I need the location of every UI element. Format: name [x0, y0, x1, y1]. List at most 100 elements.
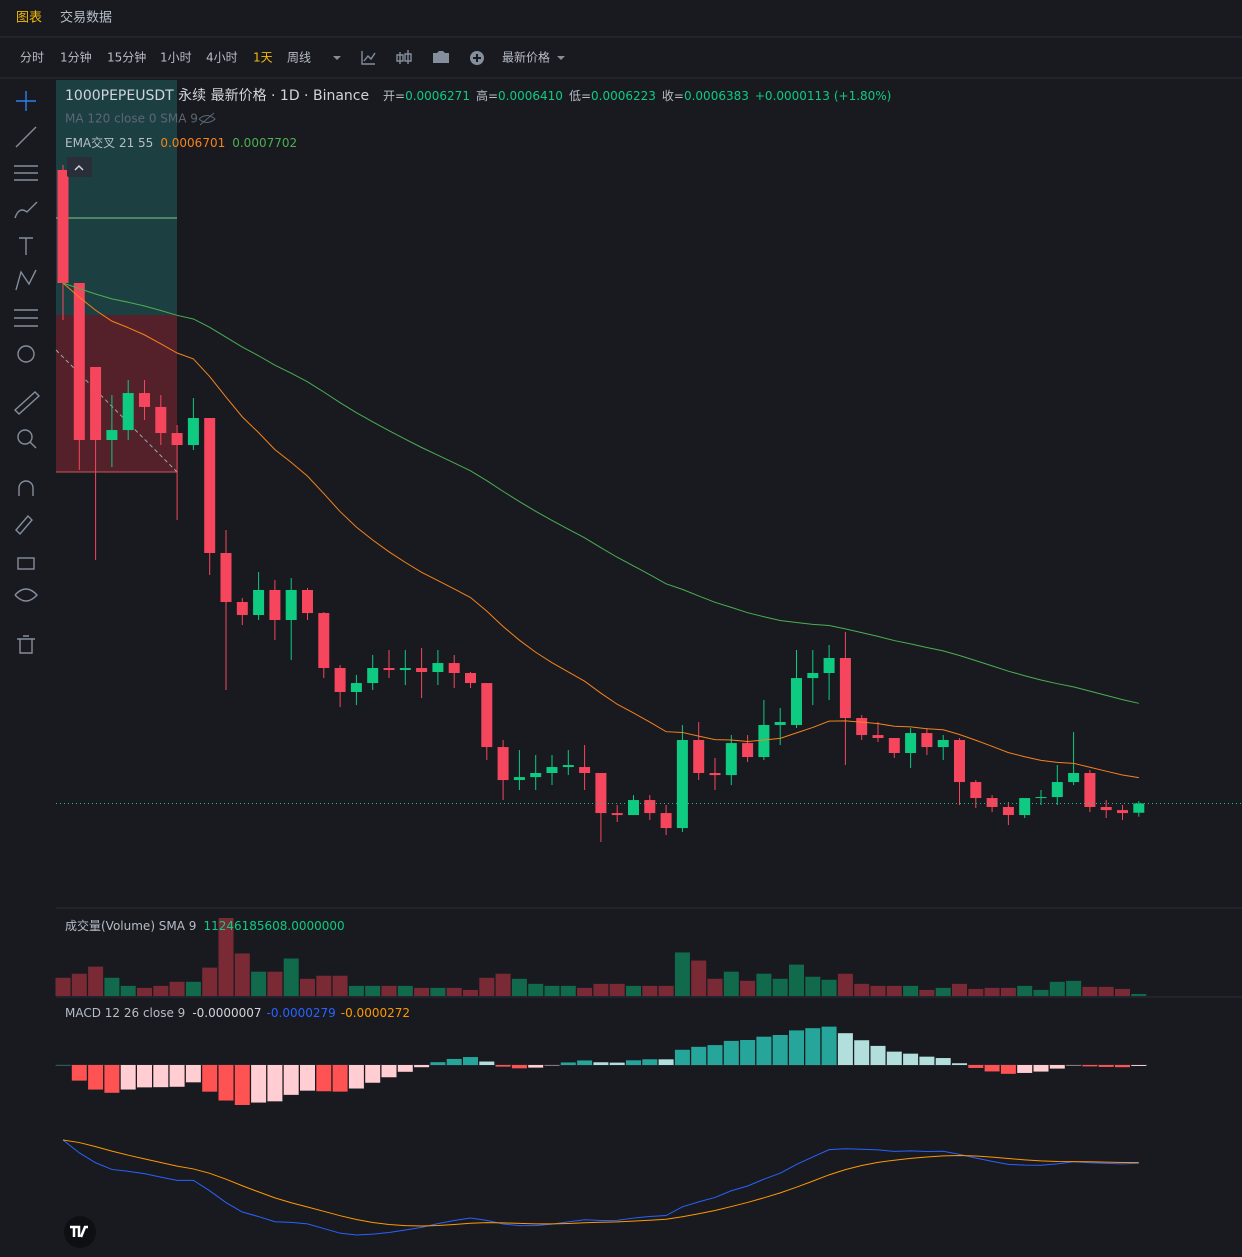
macd-bar: [984, 1065, 1000, 1072]
candle-body: [562, 765, 574, 768]
candle-body: [432, 663, 444, 673]
candle-body: [334, 668, 346, 692]
candle-body: [481, 683, 493, 748]
volume-legend: 成交量(Volume) SMA 9 11246185608.0000000: [65, 918, 345, 933]
volume-bar: [365, 985, 381, 996]
emoji-tool[interactable]: [17, 345, 35, 363]
candle-body: [823, 657, 835, 673]
macd-bar: [772, 1034, 788, 1065]
macd-label: MACD 12 26 close 9: [65, 1006, 185, 1020]
macd-bar: [202, 1065, 218, 1092]
volume-bar: [511, 978, 527, 996]
pattern-tool[interactable]: [15, 269, 37, 291]
volume-bar: [707, 978, 723, 996]
interval[interactable]: 分时: [20, 51, 44, 65]
indicator-icon[interactable]: [361, 51, 376, 65]
brush-tool[interactable]: [14, 201, 38, 219]
chart-marks: [55, 165, 1242, 1236]
macd-bar: [740, 1039, 756, 1065]
interval[interactable]: 1分钟: [60, 50, 92, 65]
candle-body: [954, 740, 965, 783]
text-tool[interactable]: [19, 237, 33, 255]
macd-bar: [234, 1065, 250, 1105]
ema-value: 0.0007702: [232, 136, 297, 150]
macd-bar: [691, 1046, 707, 1065]
volume-bar: [952, 983, 967, 996]
macd-bar: [789, 1030, 804, 1065]
candle-body: [872, 735, 884, 739]
ruler-tool[interactable]: [13, 391, 41, 415]
volume-bar: [185, 981, 201, 996]
candle-body: [693, 740, 705, 774]
candle-body: [1035, 797, 1047, 799]
candle-body: [546, 767, 558, 774]
candle-body: [1002, 807, 1014, 816]
candle-body: [497, 747, 509, 781]
candle-body: [774, 722, 786, 725]
dropdown-icon[interactable]: [333, 56, 341, 60]
candle-body: [106, 430, 118, 440]
candle-body: [986, 798, 998, 808]
volume-bar: [137, 987, 152, 996]
volume-bar: [1082, 986, 1098, 996]
ma-legend: MA 120 close 0 SMA 9: [65, 112, 198, 126]
visibility-tool[interactable]: [14, 588, 38, 602]
ohlc-value: 0.0006223: [591, 89, 656, 103]
volume-bar: [88, 966, 104, 996]
ohlc-name: 低=: [569, 89, 591, 103]
ohlc-name: 开=: [383, 89, 405, 103]
ohlc-name: 收=: [662, 89, 684, 103]
camera-icon[interactable]: [433, 51, 449, 63]
volume-bar: [560, 985, 576, 996]
volume-bar: [430, 987, 446, 996]
macd-bar: [577, 1060, 593, 1065]
volume-bar: [789, 964, 804, 996]
candle-body: [1068, 773, 1080, 783]
interval[interactable]: 1小时: [160, 51, 192, 65]
volume-bar: [1131, 993, 1147, 996]
line-tool[interactable]: [15, 126, 37, 148]
tab[interactable]: 图表: [16, 11, 42, 26]
interval[interactable]: 1天: [253, 51, 273, 65]
candle-body: [171, 433, 183, 446]
ema-legend: EMA交叉 21 55 0.0006701 0.0007702: [65, 135, 297, 150]
macd-bar: [756, 1036, 772, 1065]
macd-bar: [446, 1058, 462, 1065]
macd-bar: [381, 1065, 397, 1078]
candle-body: [611, 813, 623, 816]
macd-bar: [886, 1051, 902, 1065]
interval[interactable]: 周线: [287, 51, 311, 65]
delete-tool[interactable]: [17, 635, 35, 654]
projection-tool[interactable]: [14, 309, 38, 327]
tab[interactable]: 交易数据: [60, 10, 112, 26]
candle-icon[interactable]: [396, 50, 412, 64]
lock-drawing-tool[interactable]: [15, 514, 33, 536]
macd-bar: [609, 1062, 625, 1065]
dropdown-icon[interactable]: [557, 56, 565, 60]
interval[interactable]: 15分钟: [107, 50, 146, 65]
macd-bar: [316, 1065, 332, 1092]
macd-bar: [935, 1058, 951, 1065]
volume-bar: [71, 973, 87, 996]
drawing-toolbar: [13, 91, 41, 654]
lock-tool[interactable]: [17, 557, 35, 570]
candle-body: [1117, 810, 1128, 814]
volume-bar: [332, 975, 348, 996]
macd-bar: [137, 1065, 152, 1088]
crosshair-tool[interactable]: [16, 91, 36, 111]
zoom-tool[interactable]: [17, 429, 33, 445]
macd-bar: [365, 1065, 381, 1083]
candle-body: [807, 672, 819, 679]
macd-bar: [723, 1040, 739, 1065]
candle-body: [709, 773, 721, 776]
candle-body: [628, 800, 639, 816]
volume-bar: [642, 985, 658, 996]
volume-bar: [1000, 987, 1016, 996]
fib-tool[interactable]: [14, 165, 38, 181]
magnet-tool[interactable]: [18, 480, 34, 496]
interval[interactable]: 4小时: [206, 51, 238, 65]
price-type[interactable]: 最新价格: [502, 50, 550, 65]
hidden-icon[interactable]: [198, 112, 216, 126]
volume-bar: [397, 985, 413, 996]
candle-body: [1051, 782, 1063, 798]
